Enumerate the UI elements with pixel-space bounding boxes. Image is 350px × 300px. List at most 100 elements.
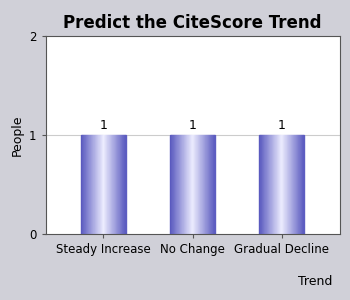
Bar xyxy=(214,135,215,234)
Bar xyxy=(303,135,304,234)
Bar xyxy=(267,135,268,234)
Bar xyxy=(282,135,283,234)
Bar xyxy=(274,135,275,234)
Bar xyxy=(280,135,281,234)
Bar xyxy=(188,135,189,234)
Title: Predict the CiteScore Trend: Predict the CiteScore Trend xyxy=(63,14,322,32)
Bar xyxy=(275,135,276,234)
Bar xyxy=(104,135,105,234)
Bar xyxy=(198,135,199,234)
Bar xyxy=(261,135,262,234)
Bar xyxy=(90,135,91,234)
Bar xyxy=(204,135,205,234)
Bar xyxy=(191,135,192,234)
Bar xyxy=(295,135,296,234)
Bar xyxy=(197,135,198,234)
Bar xyxy=(123,135,124,234)
Bar xyxy=(196,135,197,234)
Bar xyxy=(190,135,191,234)
Bar xyxy=(186,135,187,234)
Bar xyxy=(83,135,84,234)
Bar xyxy=(298,135,299,234)
Bar xyxy=(178,135,179,234)
Bar xyxy=(94,135,95,234)
Bar xyxy=(193,135,194,234)
Bar xyxy=(95,135,96,234)
Bar xyxy=(184,135,185,234)
Bar xyxy=(183,135,184,234)
Bar xyxy=(110,135,111,234)
Bar xyxy=(288,135,289,234)
Bar xyxy=(99,135,100,234)
Bar xyxy=(281,135,282,234)
Bar xyxy=(263,135,264,234)
Bar xyxy=(115,135,116,234)
Bar xyxy=(208,135,209,234)
Bar xyxy=(84,135,85,234)
Bar xyxy=(301,135,302,234)
Bar xyxy=(189,135,190,234)
Text: Trend: Trend xyxy=(298,275,332,288)
Bar xyxy=(172,135,173,234)
Bar xyxy=(279,135,280,234)
Bar xyxy=(113,135,114,234)
Bar xyxy=(102,135,103,234)
Bar xyxy=(86,135,87,234)
Bar xyxy=(209,135,210,234)
Bar xyxy=(289,135,290,234)
Bar xyxy=(296,135,297,234)
Bar xyxy=(273,135,274,234)
Bar xyxy=(262,135,263,234)
Bar xyxy=(88,135,89,234)
Bar xyxy=(120,135,121,234)
Bar xyxy=(93,135,94,234)
Bar xyxy=(297,135,298,234)
Bar xyxy=(294,135,295,234)
Bar xyxy=(112,135,113,234)
Bar xyxy=(260,135,261,234)
Bar xyxy=(124,135,125,234)
Bar xyxy=(265,135,266,234)
Bar xyxy=(276,135,277,234)
Bar xyxy=(284,135,285,234)
Bar xyxy=(89,135,90,234)
Bar xyxy=(259,135,260,234)
Bar xyxy=(81,135,82,234)
Bar xyxy=(264,135,265,234)
Bar xyxy=(177,135,178,234)
Bar xyxy=(277,135,278,234)
Bar xyxy=(299,135,300,234)
Bar xyxy=(85,135,86,234)
Text: 1: 1 xyxy=(189,119,196,132)
Bar xyxy=(199,135,200,234)
Bar xyxy=(211,135,212,234)
Bar xyxy=(122,135,123,234)
Bar xyxy=(271,135,272,234)
Bar xyxy=(278,135,279,234)
Bar xyxy=(101,135,102,234)
Bar xyxy=(276,135,277,234)
Bar xyxy=(266,135,267,234)
Bar xyxy=(293,135,294,234)
Bar xyxy=(302,135,303,234)
Bar xyxy=(170,135,171,234)
Bar xyxy=(82,135,83,234)
Bar xyxy=(125,135,126,234)
Bar xyxy=(119,135,120,234)
Bar xyxy=(300,135,301,234)
Bar xyxy=(272,135,273,234)
Bar xyxy=(87,135,88,234)
Bar xyxy=(292,135,293,234)
Bar xyxy=(202,135,203,234)
Bar xyxy=(103,135,104,234)
Bar xyxy=(291,135,292,234)
Bar xyxy=(268,135,269,234)
Bar xyxy=(117,135,118,234)
Bar xyxy=(269,135,270,234)
Bar xyxy=(213,135,214,234)
Bar xyxy=(182,135,183,234)
Bar xyxy=(212,135,213,234)
Bar xyxy=(180,135,181,234)
Bar xyxy=(105,135,106,234)
Bar xyxy=(107,135,108,234)
